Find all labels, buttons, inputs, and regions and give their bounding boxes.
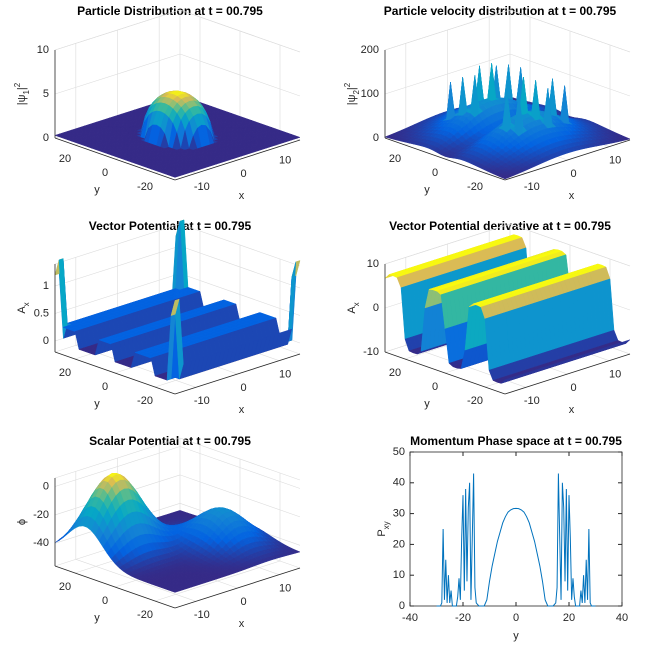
z-tick-label: 5 (43, 88, 49, 100)
z-axis-label: ϕ (16, 519, 28, 525)
x-axis-label: x (569, 404, 575, 416)
y-tick-label: 0 (399, 600, 405, 612)
y-tick-label: -20 (467, 395, 483, 407)
y-tick-label: 0 (102, 167, 108, 179)
y-tick-label: 20 (393, 538, 405, 550)
y-axis-label: y (424, 398, 430, 410)
x-axis-label: x (239, 618, 245, 630)
y-axis-label: y (94, 184, 100, 196)
x-tick-label: -40 (402, 612, 418, 624)
y-tick-label: 0 (102, 381, 108, 393)
z-axis-label-part: |ψ (16, 94, 28, 105)
z-tick-label: 0.5 (34, 307, 49, 319)
x-axis-label: x (569, 190, 575, 202)
x-tick-label: -20 (455, 612, 471, 624)
z-tick-label: 200 (361, 44, 379, 56)
z-tick-label: -40 (33, 537, 49, 549)
surface (55, 91, 300, 177)
y-axis-label-sub: xy (382, 521, 391, 529)
x-axis-label: x (239, 404, 245, 416)
z-tick-label: 0 (43, 132, 49, 144)
z-tick-label: 10 (367, 258, 379, 270)
y-tick-label: 0 (432, 381, 438, 393)
chart-title: Particle Distribution at t = 00.795 (77, 4, 263, 18)
surface-patch (561, 86, 569, 125)
surface (55, 473, 300, 592)
z-axis-label: |ψ1|2 (13, 82, 31, 105)
y-tick-label: 20 (389, 367, 401, 379)
chart-title: Particle velocity distribution at t = 00… (384, 4, 617, 18)
z-tick-label: -10 (363, 346, 379, 358)
x-tick-label: 20 (563, 612, 575, 624)
y-tick-label: -20 (137, 181, 153, 193)
y-tick-label: 0 (432, 167, 438, 179)
y-axis-label: y (94, 612, 100, 624)
z-axis-label-part: ϕ (16, 519, 28, 525)
z-axis-label-sup: 2 (13, 82, 22, 87)
z-tick-label: 1 (43, 280, 49, 292)
y-axis-label: y (94, 398, 100, 410)
x-tick-label: 10 (279, 155, 291, 167)
x-tick-label: 10 (609, 155, 621, 167)
x-tick-label: -10 (194, 181, 210, 193)
y-axis-label: Pxy (376, 521, 391, 536)
x-tick-label: 0 (570, 382, 576, 394)
z-tick-label: 0 (373, 132, 379, 144)
x-tick-label: 0 (240, 382, 246, 394)
surface (385, 235, 630, 384)
x-tick-label: 0 (240, 596, 246, 608)
z-axis-label: Ax (16, 302, 31, 313)
y-tick-label: -20 (467, 181, 483, 193)
z-axis-label-sup: 2 (343, 82, 352, 87)
chart-title: Vector Potential derivative at t = 00.79… (389, 219, 611, 233)
y-tick-label: 20 (389, 153, 401, 165)
z-axis-label-part: |ψ (346, 94, 358, 105)
z-axis-label-sub: x (352, 302, 361, 306)
x-axis-label: x (239, 190, 245, 202)
y-tick-label: 20 (59, 367, 71, 379)
y-tick-label: 30 (393, 508, 405, 520)
z-tick-label: 0 (43, 335, 49, 347)
x-tick-label: 40 (616, 612, 628, 624)
surface-patch (532, 80, 540, 120)
y-axis-label: y (424, 184, 430, 196)
y-tick-label: 40 (393, 477, 405, 489)
z-axis-label: Ax (346, 302, 361, 313)
x-tick-label: -10 (194, 395, 210, 407)
x-tick-label: -10 (524, 395, 540, 407)
y-tick-label: 50 (393, 446, 405, 458)
y-tick-label: -20 (137, 395, 153, 407)
x-tick-label: 10 (279, 369, 291, 381)
z-tick-label: 100 (361, 88, 379, 100)
z-axis-label: |ψ2|2 (343, 82, 361, 105)
y-tick-label: 0 (102, 595, 108, 607)
y-tick-label: 20 (59, 153, 71, 165)
x-tick-label: -10 (194, 609, 210, 621)
z-tick-label: 0 (43, 480, 49, 492)
y-tick-label: 20 (59, 581, 71, 593)
x-tick-label: 0 (513, 612, 519, 624)
x-tick-label: 10 (609, 369, 621, 381)
y-axis-label-part: P (376, 529, 388, 536)
chart-title: Momentum Phase space at t = 00.795 (410, 434, 622, 448)
z-tick-label: 10 (37, 44, 49, 56)
z-axis-label-sub: x (22, 302, 31, 306)
surface (385, 63, 630, 179)
y-tick-label: -20 (137, 609, 153, 621)
x-tick-label: 10 (279, 583, 291, 595)
z-tick-label: 0 (373, 302, 379, 314)
chart-title: Vector Potential at t = 00.795 (89, 219, 252, 233)
x-tick-label: 0 (570, 168, 576, 180)
x-axis-label: y (513, 630, 519, 642)
surface-patch (504, 65, 512, 100)
surface (55, 220, 300, 380)
z-tick-label: -20 (33, 509, 49, 521)
y-tick-label: 10 (393, 569, 405, 581)
x-tick-label: 0 (240, 168, 246, 180)
x-tick-label: -10 (524, 181, 540, 193)
